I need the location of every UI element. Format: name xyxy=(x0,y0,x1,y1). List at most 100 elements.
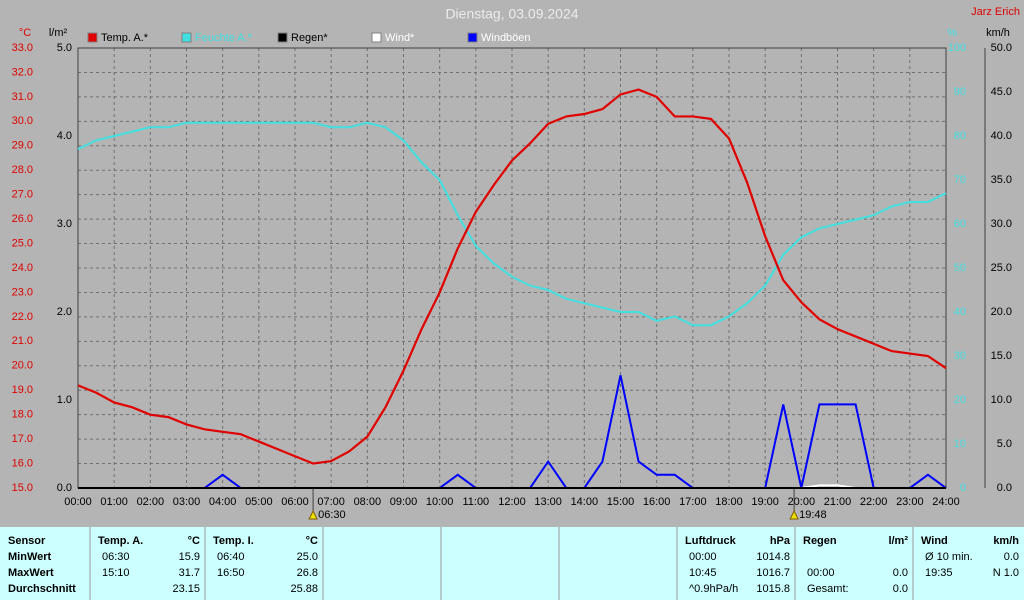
x-tick-label: 07:00 xyxy=(317,496,345,508)
table-unit: hPa xyxy=(770,535,791,547)
table-time: 00:00 xyxy=(807,567,835,579)
sun-icon xyxy=(789,509,799,520)
y3-axis-unit: l/m² xyxy=(49,27,68,39)
x-tick-label: 05:00 xyxy=(245,496,273,508)
table-value: 25.88 xyxy=(290,583,318,595)
table-row-label: MaxWert xyxy=(8,567,54,579)
y3-tick-label: 3.0 xyxy=(57,218,72,230)
table-header: Regen xyxy=(803,535,837,547)
legend-label: Temp. A.* xyxy=(101,32,149,44)
table-row-label: MinWert xyxy=(8,551,52,563)
y2-axis-unit: % xyxy=(947,27,957,39)
legend-label: Regen* xyxy=(291,32,328,44)
table-value: 0.0 xyxy=(1004,551,1019,563)
sun-time: 19:48 xyxy=(799,509,827,521)
table-time: 06:40 xyxy=(217,551,245,563)
legend-label: Wind* xyxy=(385,32,415,44)
x-tick-label: 04:00 xyxy=(209,496,237,508)
table-value: 15.9 xyxy=(179,551,200,563)
x-tick-label: 14:00 xyxy=(571,496,599,508)
x-tick-label: 12:00 xyxy=(498,496,526,508)
y-tick-label: 21.0 xyxy=(12,335,33,347)
table-time: Ø 10 min. xyxy=(925,551,973,563)
chart-title: Dienstag, 03.09.2024 xyxy=(445,6,578,22)
y-tick-label: 18.0 xyxy=(12,409,33,421)
y2-tick-label: 70 xyxy=(954,174,966,186)
legend-swatch xyxy=(467,32,478,43)
y4-tick-label: 35.0 xyxy=(991,174,1012,186)
x-tick-label: 20:00 xyxy=(788,496,816,508)
x-tick-label: 18:00 xyxy=(715,496,743,508)
y2-tick-label: 50 xyxy=(954,262,966,274)
y4-tick-label: 15.0 xyxy=(991,350,1012,362)
x-tick-label: 02:00 xyxy=(137,496,165,508)
y2-tick-label: 10 xyxy=(954,438,966,450)
table-value: 1016.7 xyxy=(756,567,790,579)
y4-tick-label: 10.0 xyxy=(991,394,1012,406)
legend-swatch xyxy=(87,32,98,43)
y3-tick-label: 5.0 xyxy=(57,42,72,54)
table-time: 16:50 xyxy=(217,567,245,579)
y4-tick-label: 25.0 xyxy=(991,262,1012,274)
y4-tick-label: 5.0 xyxy=(997,438,1012,450)
y3-tick-label: 2.0 xyxy=(57,306,72,318)
table-header: Temp. A. xyxy=(98,535,143,547)
y2-tick-label: 100 xyxy=(948,42,966,54)
x-tick-label: 17:00 xyxy=(679,496,707,508)
y4-tick-label: 40.0 xyxy=(991,130,1012,142)
x-tick-label: 24:00 xyxy=(932,496,960,508)
table-background xyxy=(0,527,1024,600)
y2-tick-label: 60 xyxy=(954,218,966,230)
y-tick-label: 31.0 xyxy=(12,91,33,103)
table-time: 10:45 xyxy=(689,567,717,579)
x-tick-label: 11:00 xyxy=(462,496,489,508)
table-unit: °C xyxy=(306,535,318,547)
y-tick-label: 22.0 xyxy=(12,311,33,323)
y3-tick-label: 4.0 xyxy=(57,130,72,142)
x-tick-label: 15:00 xyxy=(607,496,635,508)
y4-tick-label: 45.0 xyxy=(991,86,1012,98)
table-row-label: Durchschnitt xyxy=(8,583,76,595)
y2-tick-label: 20 xyxy=(954,394,966,406)
y2-tick-label: 90 xyxy=(954,86,966,98)
legend-swatch xyxy=(181,32,192,43)
legend-swatch xyxy=(277,32,288,43)
y2-tick-label: 80 xyxy=(954,130,966,142)
x-tick-label: 03:00 xyxy=(173,496,201,508)
table-unit: l/m² xyxy=(888,535,908,547)
x-tick-label: 13:00 xyxy=(534,496,562,508)
table-unit: °C xyxy=(188,535,200,547)
x-tick-label: 09:00 xyxy=(390,496,418,508)
y-tick-label: 27.0 xyxy=(12,189,33,201)
y4-tick-label: 50.0 xyxy=(991,42,1012,54)
y-tick-label: 16.0 xyxy=(12,457,33,469)
author: Jarz Erich xyxy=(971,6,1020,18)
x-tick-label: 19:00 xyxy=(751,496,779,508)
table-time: Gesamt: xyxy=(807,583,849,595)
y2-tick-label: 40 xyxy=(954,306,966,318)
y-tick-label: 23.0 xyxy=(12,286,33,298)
y-tick-label: 20.0 xyxy=(12,360,33,372)
table-value: 0.0 xyxy=(893,583,908,595)
x-tick-label: 06:00 xyxy=(281,496,309,508)
table-value: N 1.0 xyxy=(993,567,1019,579)
legend-label: Windböen xyxy=(481,32,531,44)
legend-label: Feuchte A.* xyxy=(195,32,253,44)
y4-axis-unit: km/h xyxy=(986,27,1010,39)
table-value: 23.15 xyxy=(172,583,200,595)
x-tick-label: 21:00 xyxy=(824,496,852,508)
y4-tick-label: 30.0 xyxy=(991,218,1012,230)
y-tick-label: 24.0 xyxy=(12,262,33,274)
table-value: 1015.8 xyxy=(756,583,790,595)
table-time: 15:10 xyxy=(102,567,130,579)
table-value: 0.0 xyxy=(893,567,908,579)
table-time: ^0.9hPa/h xyxy=(689,583,738,595)
y-tick-label: 25.0 xyxy=(12,237,33,249)
table-time: 19:35 xyxy=(925,567,953,579)
legend-swatch xyxy=(371,32,382,43)
table-time: 00:00 xyxy=(689,551,717,563)
table-time: 06:30 xyxy=(102,551,130,563)
y-tick-label: 32.0 xyxy=(12,66,33,78)
